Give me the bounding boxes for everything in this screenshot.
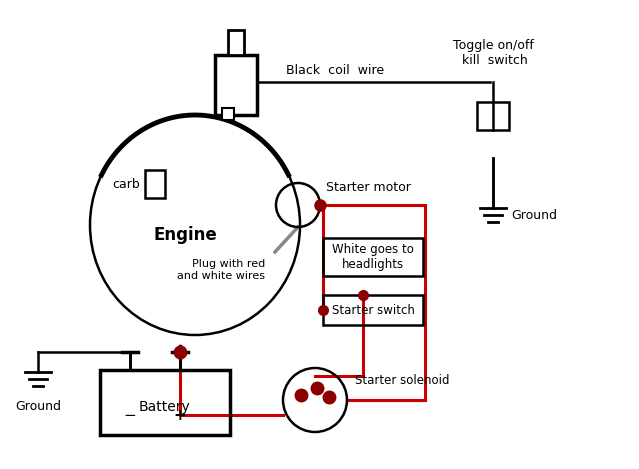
Text: −: −: [123, 408, 136, 423]
FancyBboxPatch shape: [215, 55, 257, 115]
Text: White goes to
headlights: White goes to headlights: [332, 243, 414, 271]
Text: Battery: Battery: [139, 400, 191, 414]
Text: Ground: Ground: [15, 400, 61, 413]
Text: Toggle on/off
 kill  switch: Toggle on/off kill switch: [452, 39, 534, 67]
Text: Starter switch: Starter switch: [332, 303, 415, 317]
Text: Starter motor: Starter motor: [326, 181, 411, 194]
Text: Starter solenoid: Starter solenoid: [355, 373, 449, 386]
FancyBboxPatch shape: [222, 108, 234, 120]
Text: carb: carb: [112, 177, 140, 190]
Text: Ground: Ground: [511, 209, 557, 221]
FancyBboxPatch shape: [228, 30, 244, 55]
Text: Black  coil  wire: Black coil wire: [286, 64, 384, 77]
Text: Plug with red
and white wires: Plug with red and white wires: [177, 259, 265, 281]
Text: +: +: [174, 408, 187, 423]
Text: Engine: Engine: [153, 226, 217, 244]
